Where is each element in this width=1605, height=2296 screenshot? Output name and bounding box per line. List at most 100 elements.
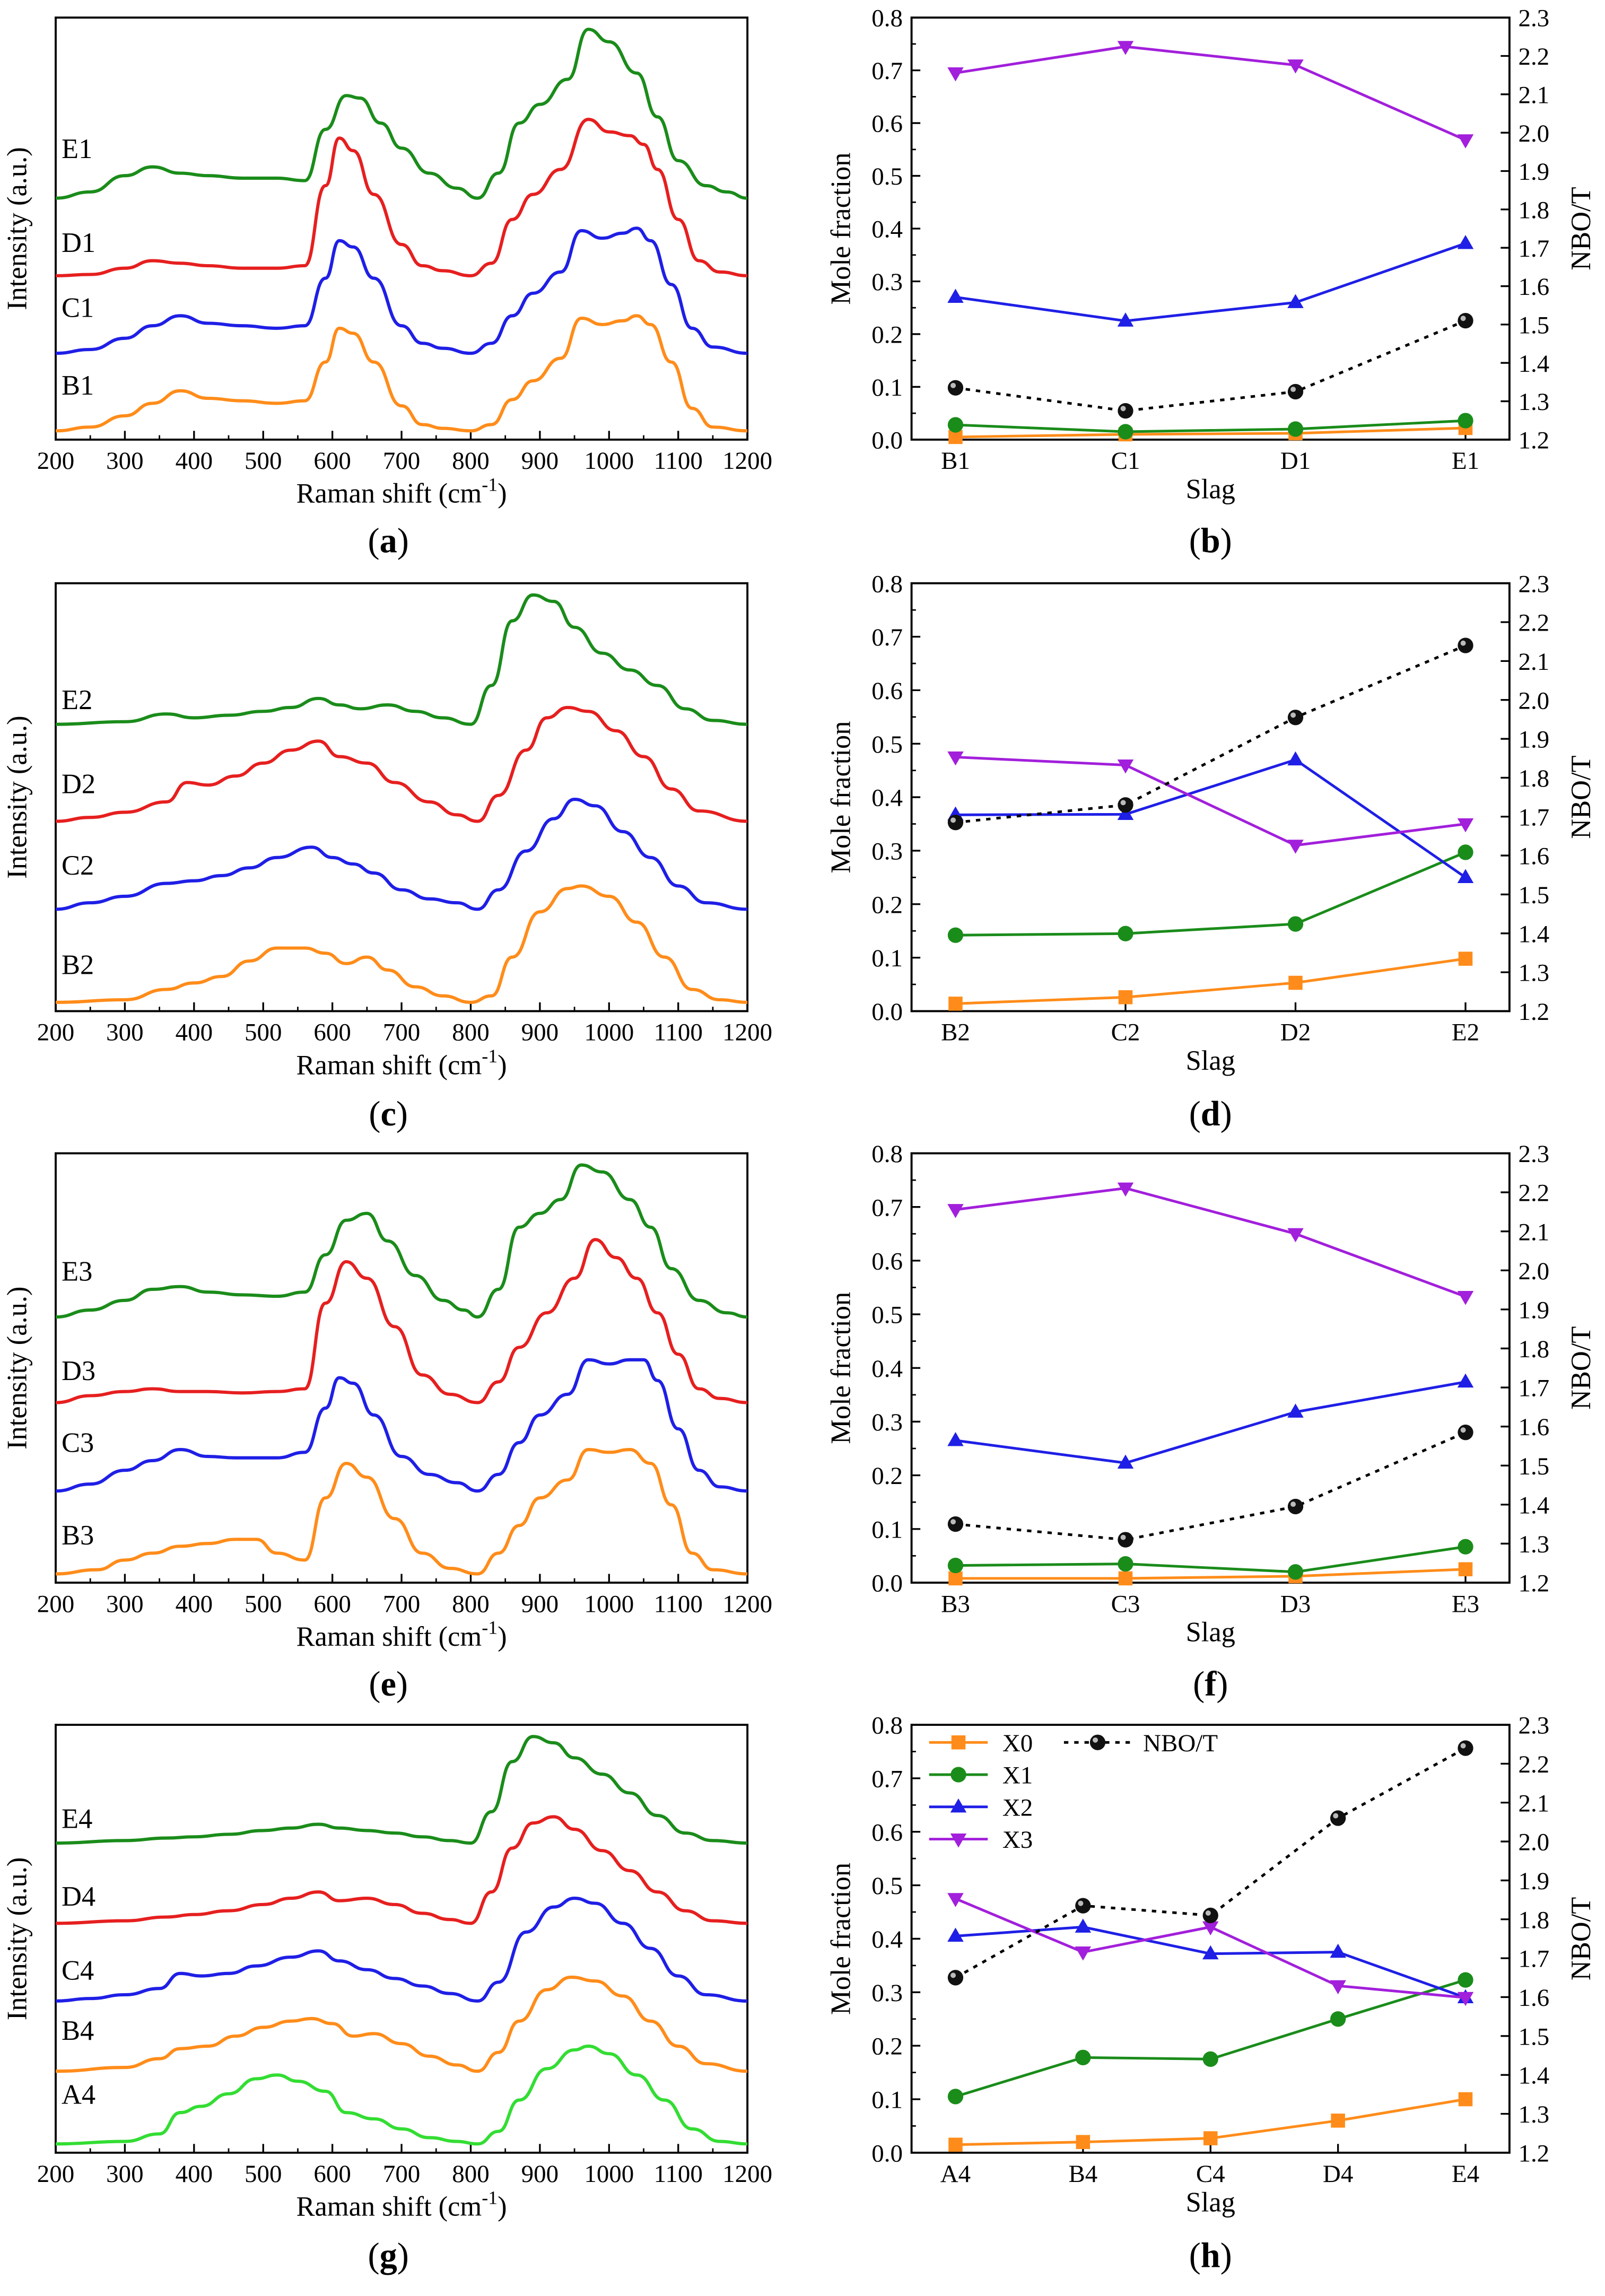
y-tick-label: 0.6 [871,1247,903,1275]
series-label-C4: C4 [62,1955,94,1986]
marker-X2 [1457,234,1474,249]
x-tick-label: 700 [383,1590,420,1618]
marker-X1 [1118,424,1133,440]
y-tick-label: 0.7 [871,1765,903,1793]
x-tick-label: 200 [37,2160,74,2188]
marker-X2 [1202,1945,1219,1960]
plot-frame [55,582,749,1012]
y-tick-label: 0.7 [871,57,903,85]
x-tick-label: 500 [245,2160,282,2188]
y2-tick-label: 2.2 [1518,1751,1549,1778]
marker-X0 [1458,951,1473,966]
x-tick-label: 700 [383,2160,420,2188]
marker-NBO-T-highlight [1120,800,1126,806]
y-tick-label: 0.4 [871,1355,903,1383]
x-axis-label: Raman shift (cm-1) [296,1617,507,1652]
y-tick-label: 0.3 [871,1409,903,1436]
y2-tick-label: 1.5 [1518,2023,1549,2050]
spectrum-line-B3 [55,1448,748,1576]
marker-NBO-T-highlight [1120,406,1126,412]
marker-X1 [1287,421,1304,437]
marker-X0 [1118,990,1133,1005]
y2-tick-label: 1.7 [1518,804,1549,831]
x-tick-label: 500 [245,447,282,475]
series-label-E2: E2 [62,685,92,715]
y-tick-label: 0.3 [871,1979,903,2007]
y-tick-label: 0.1 [871,374,903,401]
y2-tick-label: 1.4 [1518,350,1549,378]
x-tick-label: 900 [521,1019,559,1046]
marker-NBO-T [947,815,964,831]
y-axis-label: Intensity (a.u.) [2,1857,33,2021]
marker-NBO-T [1118,797,1133,813]
marker-X3 [1287,1228,1304,1243]
x-tick-label: 300 [106,447,143,475]
y2-tick-label: 1.2 [1518,426,1549,454]
marker-NBO-T-highlight [1460,316,1466,321]
y2-tick-label: 1.8 [1518,765,1549,792]
marker-X2 [1457,1373,1474,1388]
marker-NBO-T-highlight [1333,1813,1339,1819]
x-tick-label: 1000 [584,1590,634,1618]
y2-tick-label: 2.1 [1518,1218,1549,1246]
marker-X3 [1287,59,1304,74]
series-line-NBO-T [955,319,1466,413]
marker-X3 [1457,134,1474,149]
x-tick-label: B4 [1068,2160,1097,2188]
spectrum-line-B1 [55,314,748,433]
series-label-D3: D3 [62,1356,95,1386]
marker-NBO-T-highlight [1460,1743,1466,1749]
x-tick-label: 600 [313,1590,351,1618]
y2-tick-label: 2.2 [1518,43,1549,71]
marker-X0 [1458,2092,1473,2107]
y2-tick-label: 1.5 [1518,311,1549,339]
marker-NBO-T [1287,710,1304,726]
marker-X0 [1288,975,1303,990]
y-axis-label: Intensity (a.u.) [2,147,33,310]
legend-marker [950,1767,966,1783]
y-tick-label: 0.5 [871,163,903,190]
marker-X1 [1202,2051,1218,2067]
x-tick-label: 1200 [722,1590,772,1618]
spectrum-line-D3 [55,1238,748,1404]
panel-caption: (a) [368,522,409,561]
panel-letter: b [1201,522,1220,561]
marker-X2 [1117,312,1134,327]
plot-frame [910,16,1511,441]
spectra-panel-g: 200 300 400 500 600 700 800 900 1000 1100 1200 Rama… [2,1724,772,2222]
y-tick-label: 0.2 [871,1462,903,1490]
y2-tick-label: 1.6 [1518,1413,1549,1441]
marker-X2 [947,1927,964,1942]
marker-X1 [1458,844,1473,860]
y-tick-label: 0.2 [871,891,903,919]
y2-tick-label: 1.9 [1518,158,1549,186]
spectrum-line-A4 [55,2044,748,2146]
series-line-NBO-T [955,1431,1466,1541]
marker-X1 [1458,1972,1473,1988]
y2-tick-label: 2.3 [1518,1712,1549,1740]
marker-NBO-T [947,1970,964,1986]
series-line-NBO-T [955,1747,1467,1979]
panel-caption: (f) [1193,1665,1228,1704]
marker-NBO-T [947,380,964,396]
y-tick-label: 0.6 [871,677,903,705]
y-tick-label: 0.0 [871,998,903,1026]
y2-tick-label: 1.6 [1518,1984,1549,2012]
y-axis-label: Mole fraction [826,152,857,304]
x-tick-label: 300 [106,1019,143,1046]
x-tick-label: B1 [941,447,970,475]
series-label-C3: C3 [62,1427,94,1458]
marker-X3 [947,67,964,82]
x-tick-label: 1000 [584,447,634,475]
series-line-X3 [955,45,1467,142]
y2-tick-label: 1.2 [1518,1570,1549,1597]
marker-NBO-T-highlight [1120,1534,1126,1540]
legend-marker [950,1798,967,1813]
x-tick-label: C3 [1111,1590,1140,1618]
x-axis-label: Raman shift (cm-1) [296,474,507,509]
marker-X2 [1287,1403,1304,1418]
spectrum-line-E1 [55,28,748,200]
marker-NBO-T [1458,638,1473,653]
x-tick-label: 1000 [584,1019,634,1046]
legend-label: NBO/T [1143,1730,1218,1757]
